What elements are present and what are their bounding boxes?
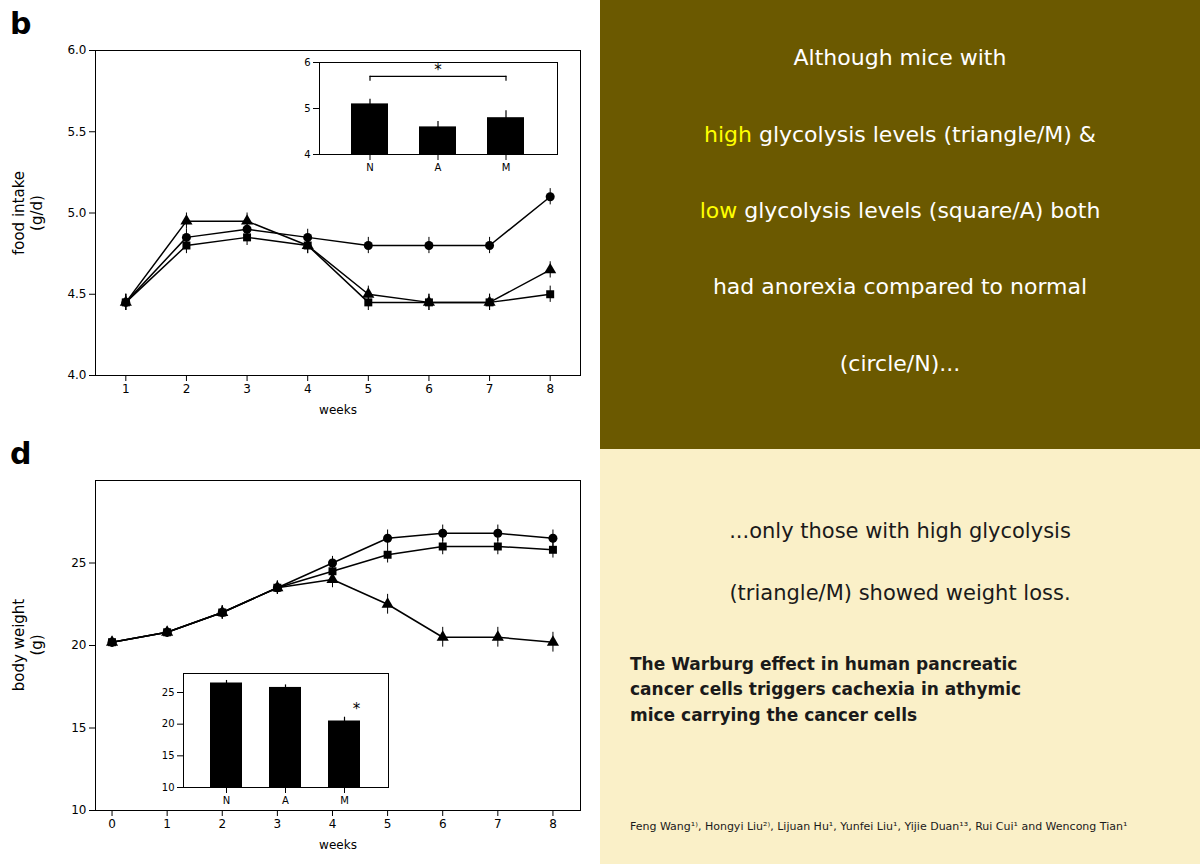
svg-text:N: N	[366, 162, 373, 173]
html-text:...only those with high glycol: ...only those with high glycolysis	[729, 519, 1071, 544]
svg-text:1: 1	[122, 382, 130, 396]
svg-text:6: 6	[425, 382, 433, 396]
svg-text:6: 6	[439, 817, 447, 831]
html-text:low glycolysis levels (square/: low glycolysis levels (square/A) both	[699, 197, 1101, 223]
svg-text:5: 5	[364, 382, 372, 396]
svg-text:2: 2	[183, 382, 191, 396]
html-text:food intake (g/d): food intake (g/d)	[10, 170, 46, 255]
svg-text:8: 8	[549, 817, 557, 831]
svg-text:*: *	[353, 700, 361, 718]
svg-text:3: 3	[274, 817, 282, 831]
svg-text:15: 15	[162, 750, 175, 761]
svg-text:4: 4	[304, 382, 312, 396]
svg-text:25: 25	[162, 687, 175, 698]
svg-text:4: 4	[329, 817, 337, 831]
svg-text:5: 5	[304, 103, 310, 114]
svg-text:8: 8	[546, 382, 554, 396]
svg-text:20: 20	[162, 718, 175, 729]
html-text:(circle/N)...: (circle/N)...	[839, 350, 961, 376]
html-text:Although mice with: Although mice with	[793, 45, 1007, 71]
svg-text:4.0: 4.0	[67, 368, 86, 382]
svg-text:1: 1	[163, 817, 171, 831]
svg-text:7: 7	[486, 382, 494, 396]
svg-text:M: M	[340, 795, 349, 806]
svg-text:3: 3	[243, 382, 251, 396]
svg-text:5.5: 5.5	[67, 125, 86, 139]
svg-text:weeks: weeks	[319, 838, 357, 852]
svg-text:25: 25	[71, 556, 86, 570]
svg-text:10: 10	[71, 803, 86, 817]
svg-text:6: 6	[304, 57, 310, 68]
html-text:(triangle/M) showed weight los: (triangle/M) showed weight loss.	[729, 581, 1071, 606]
svg-text:N: N	[223, 795, 230, 806]
html-text:The Warburg effect in human pa: The Warburg effect in human pancreatic c…	[630, 653, 1022, 725]
svg-text:4: 4	[304, 149, 310, 160]
svg-text:A: A	[282, 795, 289, 806]
html-text:body weight (g): body weight (g)	[10, 598, 46, 692]
svg-text:weeks: weeks	[319, 403, 357, 417]
svg-text:10: 10	[162, 782, 175, 793]
svg-text:20: 20	[71, 638, 86, 652]
svg-text:15: 15	[71, 721, 86, 735]
svg-text:5: 5	[384, 817, 392, 831]
svg-text:2: 2	[218, 817, 226, 831]
svg-text:5.0: 5.0	[67, 206, 86, 220]
html-text:Feng Wang¹⁾, Hongyi Liu²⁾, Lij: Feng Wang¹⁾, Hongyi Liu²⁾, Lijuan Hu¹, Y…	[630, 820, 1128, 833]
html-text:b: b	[10, 6, 32, 41]
html-text:had anorexia compared to norma: had anorexia compared to normal	[712, 274, 1088, 300]
svg-text:6.0: 6.0	[67, 43, 86, 57]
html-text:d: d	[10, 436, 32, 471]
svg-text:0: 0	[108, 817, 116, 831]
svg-text:4.5: 4.5	[67, 287, 86, 301]
svg-text:M: M	[502, 162, 511, 173]
svg-text:A: A	[435, 162, 442, 173]
html-text:high glycolysis levels (triang: high glycolysis levels (triangle/M) &	[704, 121, 1096, 147]
svg-text:7: 7	[494, 817, 502, 831]
svg-text:*: *	[434, 61, 442, 79]
